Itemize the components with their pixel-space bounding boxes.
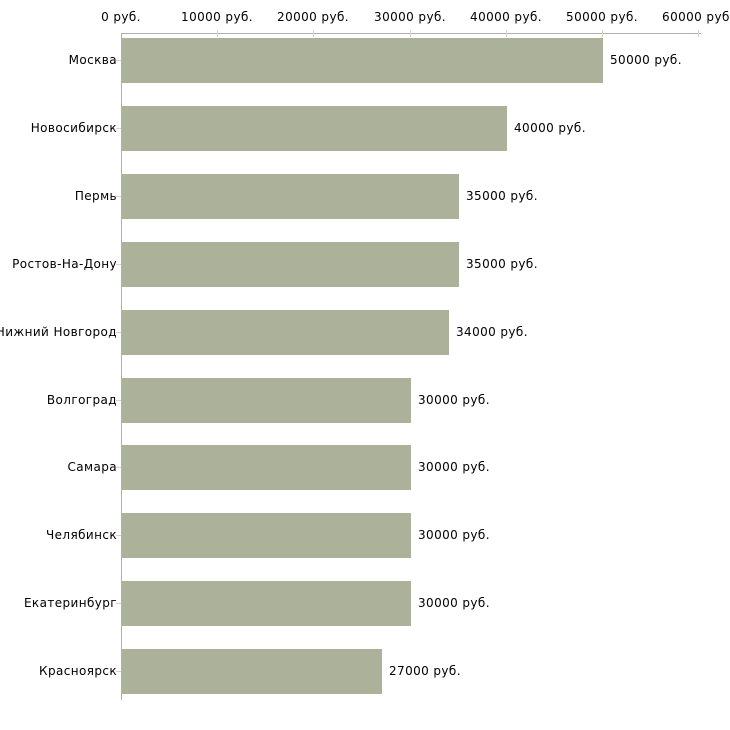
category-label: Екатеринбург <box>23 596 117 610</box>
category-tick <box>116 603 121 604</box>
category-tick <box>116 196 121 197</box>
category-label: Волгоград <box>46 393 117 407</box>
bar <box>122 445 411 490</box>
bar-row: Москва 50000 руб. <box>0 38 730 83</box>
x-axis-tick <box>698 30 699 37</box>
bar <box>122 242 459 287</box>
bar <box>122 378 411 423</box>
value-label: 30000 руб. <box>418 460 490 474</box>
value-label: 35000 руб. <box>466 257 538 271</box>
bar-row: Волгоград 30000 руб. <box>0 378 730 423</box>
value-label: 34000 руб. <box>456 325 528 339</box>
category-tick <box>116 671 121 672</box>
category-label: Ростов-На-Дону <box>12 257 117 271</box>
category-label: Красноярск <box>39 664 117 678</box>
bar-row: Ростов-На-Дону 35000 руб. <box>0 242 730 287</box>
x-axis-tick <box>217 30 218 37</box>
value-label: 30000 руб. <box>418 596 490 610</box>
bar-row: Самара 30000 руб. <box>0 445 730 490</box>
x-axis-tick <box>602 30 603 37</box>
category-label: Новосибирск <box>30 121 117 135</box>
bar <box>122 106 507 151</box>
x-axis-tick-label: 40000 руб. <box>470 10 542 24</box>
value-label: 30000 руб. <box>418 528 490 542</box>
bar-row: Красноярск 27000 руб. <box>0 649 730 694</box>
bar-row: Нижний Новгород 34000 руб. <box>0 310 730 355</box>
category-label: Челябинск <box>46 528 117 542</box>
category-tick <box>116 128 121 129</box>
category-tick <box>116 264 121 265</box>
x-axis-tick-label: 60000 руб. <box>662 10 730 24</box>
value-label: 40000 руб. <box>514 121 586 135</box>
value-label: 30000 руб. <box>418 393 490 407</box>
value-label: 27000 руб. <box>389 664 461 678</box>
category-label: Москва <box>68 53 117 67</box>
y-axis-line <box>121 33 122 700</box>
category-label: Пермь <box>74 189 117 203</box>
value-label: 50000 руб. <box>610 53 682 67</box>
category-label: Самара <box>67 460 117 474</box>
x-axis-tick-label: 30000 руб. <box>374 10 446 24</box>
category-tick <box>116 467 121 468</box>
x-axis-line <box>121 33 701 34</box>
x-axis-tick-label: 10000 руб. <box>181 10 253 24</box>
bar <box>122 581 411 626</box>
category-tick <box>116 332 121 333</box>
bar-row: Новосибирск 40000 руб. <box>0 106 730 151</box>
x-axis-tick-label: 50000 руб. <box>566 10 638 24</box>
bar <box>122 649 382 694</box>
value-label: 35000 руб. <box>466 189 538 203</box>
x-axis-tick <box>313 30 314 37</box>
bar <box>122 174 459 219</box>
bar-row: Пермь 35000 руб. <box>0 174 730 219</box>
bar-row: Челябинск 30000 руб. <box>0 513 730 558</box>
category-tick <box>116 400 121 401</box>
category-tick <box>116 535 121 536</box>
x-axis-tick-label: 0 руб. <box>101 10 141 24</box>
x-axis-tick <box>410 30 411 37</box>
category-tick <box>116 60 121 61</box>
bar <box>122 38 603 83</box>
category-label: Нижний Новгород <box>0 325 117 339</box>
bar <box>122 513 411 558</box>
bar <box>122 310 449 355</box>
x-axis-tick-label: 20000 руб. <box>277 10 349 24</box>
x-axis-tick <box>506 30 507 37</box>
bar-row: Екатеринбург 30000 руб. <box>0 581 730 626</box>
